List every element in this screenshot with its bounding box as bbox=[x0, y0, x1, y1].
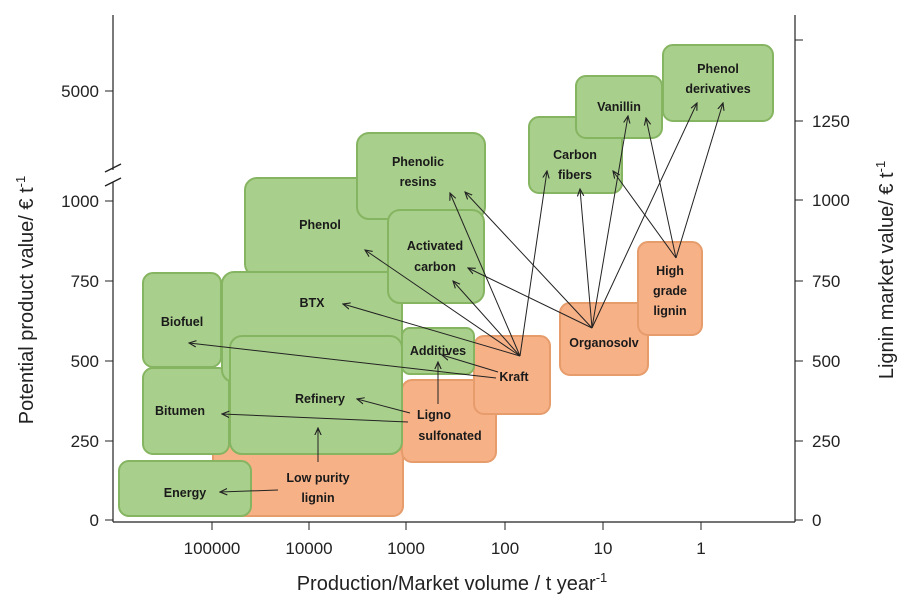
arrow-highgrade-vanillin bbox=[646, 118, 677, 259]
high-grade-label-2: grade bbox=[653, 284, 687, 298]
low-purity-lignin-label-1: Low purity bbox=[286, 471, 349, 485]
activated-carbon-label-1: Activated bbox=[407, 239, 463, 253]
high-grade-lignin-box bbox=[637, 241, 703, 336]
x-axis-title-sup: -1 bbox=[596, 570, 608, 585]
refinery-box bbox=[229, 335, 403, 455]
axis-break-mark-2 bbox=[104, 177, 122, 187]
y-right-axis-title-sup: -1 bbox=[873, 161, 888, 173]
y-left-tick-250: 250 bbox=[71, 432, 99, 451]
y-right-axis-title-main: Lignin market value/ € t bbox=[876, 172, 898, 379]
x-axis-title: Production/Market volume / t year-1 bbox=[297, 570, 608, 595]
arrow-organosolv-phenolic-resins bbox=[465, 192, 593, 329]
vanillin-label: Vanillin bbox=[597, 100, 641, 114]
carbon-fibers-label-2: fibers bbox=[558, 168, 592, 182]
y-right-axis-ticks: 0 250 500 750 1000 1250 bbox=[795, 39, 850, 530]
phenol-derivatives-label-2: derivatives bbox=[685, 82, 750, 96]
phenolic-resins-label-1: Phenolic bbox=[392, 155, 444, 169]
arrow-kraft-phenolic-resins bbox=[450, 193, 521, 357]
low-purity-lignin-label-2: lignin bbox=[301, 491, 334, 505]
y-right-axis-title: Lignin market value/ € t-1 bbox=[873, 161, 898, 379]
y-right-tick-1000: 1000 bbox=[812, 191, 850, 210]
x-axis-title-main: Production/Market volume / t year bbox=[297, 573, 596, 595]
x-tick-label-10: 10 bbox=[594, 539, 613, 558]
btx-label: BTX bbox=[300, 296, 326, 310]
organosolv-label: Organosolv bbox=[569, 336, 639, 350]
y-right-tick-500: 500 bbox=[812, 352, 840, 371]
y-left-axis-title: Potential product value/ € t-1 bbox=[13, 176, 38, 424]
y-left-tick-1000: 1000 bbox=[61, 192, 99, 211]
arrow-organosolv-vanillin bbox=[591, 116, 628, 329]
activated-carbon-label-2: carbon bbox=[414, 260, 456, 274]
y-right-tick-1250: 1250 bbox=[812, 112, 850, 131]
x-tick-label-10000: 10000 bbox=[285, 539, 332, 558]
arrow-kraft-carbon-fibers bbox=[519, 171, 547, 357]
arrow-organosolv-phenol-derivatives bbox=[591, 103, 697, 329]
y-right-tick-750: 750 bbox=[812, 272, 840, 291]
arrow-kraft-btx bbox=[343, 304, 521, 357]
arrow-kraft-additives bbox=[442, 355, 499, 373]
lignin-boxes bbox=[212, 241, 703, 517]
bitumen-label: Bitumen bbox=[155, 404, 205, 418]
arrow-highgrade-carbon-fibers bbox=[613, 171, 677, 259]
y-left-axis-ticks: 0 250 500 750 1000 5000 bbox=[61, 82, 113, 530]
arrow-ligno-bitumen bbox=[222, 414, 409, 423]
product-boxes bbox=[118, 44, 774, 517]
energy-label: Energy bbox=[164, 486, 206, 500]
y-left-axis-title-sup: -1 bbox=[13, 176, 28, 188]
refinery-label: Refinery bbox=[295, 392, 345, 406]
phenol-derivatives-label-1: Phenol bbox=[697, 62, 739, 76]
y-left-tick-5000: 5000 bbox=[61, 82, 99, 101]
y-left-tick-750: 750 bbox=[71, 272, 99, 291]
x-tick-label-1: 1 bbox=[696, 539, 705, 558]
high-grade-label-3: lignin bbox=[653, 304, 686, 318]
arrow-organosolv-activated-carbon bbox=[468, 268, 593, 329]
arrow-kraft-activated-carbon bbox=[453, 281, 521, 357]
phenolic-resins-label-2: resins bbox=[400, 175, 437, 189]
energy-box bbox=[118, 460, 252, 517]
arrow-highgrade-phenol-derivatives bbox=[675, 103, 723, 259]
high-grade-label-1: High bbox=[656, 264, 684, 278]
arrow-kraft-phenol bbox=[365, 250, 521, 357]
axes-frame bbox=[104, 15, 796, 523]
x-tick-label-100000: 100000 bbox=[184, 539, 241, 558]
activated-carbon-box bbox=[387, 209, 485, 304]
y-right-tick-0: 0 bbox=[812, 511, 821, 530]
box-labels: Energy Bitumen Biofuel Phenol BTX Refine… bbox=[155, 62, 751, 505]
carbon-fibers-label-1: Carbon bbox=[553, 148, 597, 162]
ligno-sulfonated-label-1: Ligno bbox=[417, 408, 451, 422]
arrow-lowpurity-energy bbox=[220, 490, 279, 492]
additives-label: Additives bbox=[410, 344, 466, 358]
arrow-ligno-refinery bbox=[357, 399, 411, 414]
kraft-label: Kraft bbox=[499, 370, 529, 384]
phenol-label: Phenol bbox=[299, 218, 341, 232]
y-left-axis-title-main: Potential product value/ € t bbox=[16, 187, 38, 424]
biofuel-label: Biofuel bbox=[161, 315, 203, 329]
x-axis-ticks: 100000 10000 1000 100 10 1 bbox=[184, 522, 706, 558]
y-left-tick-500: 500 bbox=[71, 352, 99, 371]
y-left-tick-0: 0 bbox=[90, 511, 99, 530]
arrow-organosolv-carbon-fibers bbox=[580, 189, 593, 329]
x-tick-label-1000: 1000 bbox=[387, 539, 425, 558]
conversion-arrows bbox=[189, 103, 723, 492]
y-right-tick-250: 250 bbox=[812, 432, 840, 451]
ligno-sulfonated-label-2: sulfonated bbox=[418, 429, 481, 443]
axis-break-mark-1 bbox=[104, 163, 122, 173]
arrow-kraft-biofuel bbox=[189, 343, 497, 379]
x-tick-label-100: 100 bbox=[491, 539, 519, 558]
